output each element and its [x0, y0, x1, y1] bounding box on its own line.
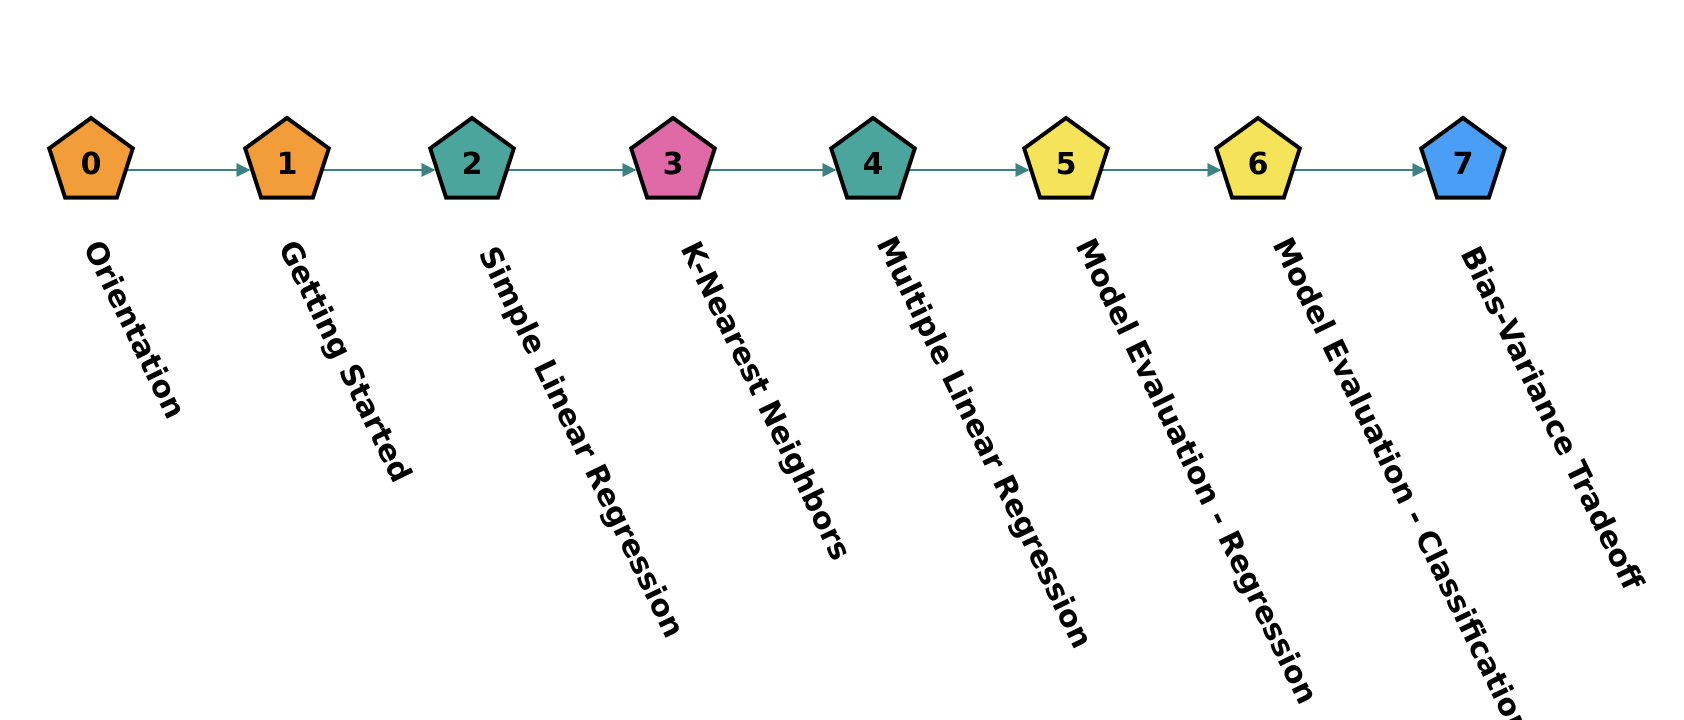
node-label-1: Getting Started	[271, 235, 418, 488]
node-label-7: Bias-Variance Tradeoff	[1453, 241, 1650, 596]
pentagon-shape	[427, 115, 517, 200]
node-label-4: Multiple Linear Regression	[869, 231, 1099, 654]
node-1: 1	[242, 115, 332, 200]
node-6: 6	[1213, 115, 1303, 200]
node-number: 6	[1248, 147, 1269, 182]
node-number: 0	[81, 147, 102, 182]
node-7: 7	[1418, 115, 1508, 200]
node-number: 2	[462, 147, 483, 182]
node-3: 3	[628, 115, 718, 200]
pentagon-shape	[46, 115, 136, 200]
node-number: 1	[277, 147, 298, 182]
pentagon-shape	[242, 115, 332, 200]
node-number: 3	[663, 147, 684, 182]
nodes-layer: 0 1 2 3 4 5 6 7	[46, 115, 1508, 200]
node-label-5: Model Evaluation - Regression	[1068, 233, 1324, 710]
pentagon-shape	[828, 115, 918, 200]
pentagon-shape	[1213, 115, 1303, 200]
node-0: 0	[46, 115, 136, 200]
node-number: 7	[1453, 147, 1474, 182]
pentagon-shape	[1418, 115, 1508, 200]
node-number: 5	[1056, 147, 1077, 182]
node-2: 2	[427, 115, 517, 200]
node-label-2: Simple Linear Regression	[471, 241, 691, 643]
node-label-0: Orientation	[76, 235, 192, 424]
pentagon-shape	[1021, 115, 1111, 200]
node-number: 4	[863, 147, 884, 182]
pentagon-shape	[628, 115, 718, 200]
node-label-3: K-Nearest Neighbors	[673, 236, 858, 566]
node-5: 5	[1021, 115, 1111, 200]
node-4: 4	[828, 115, 918, 200]
labels-layer: Orientation Getting Started Simple Linear …	[76, 231, 1650, 720]
